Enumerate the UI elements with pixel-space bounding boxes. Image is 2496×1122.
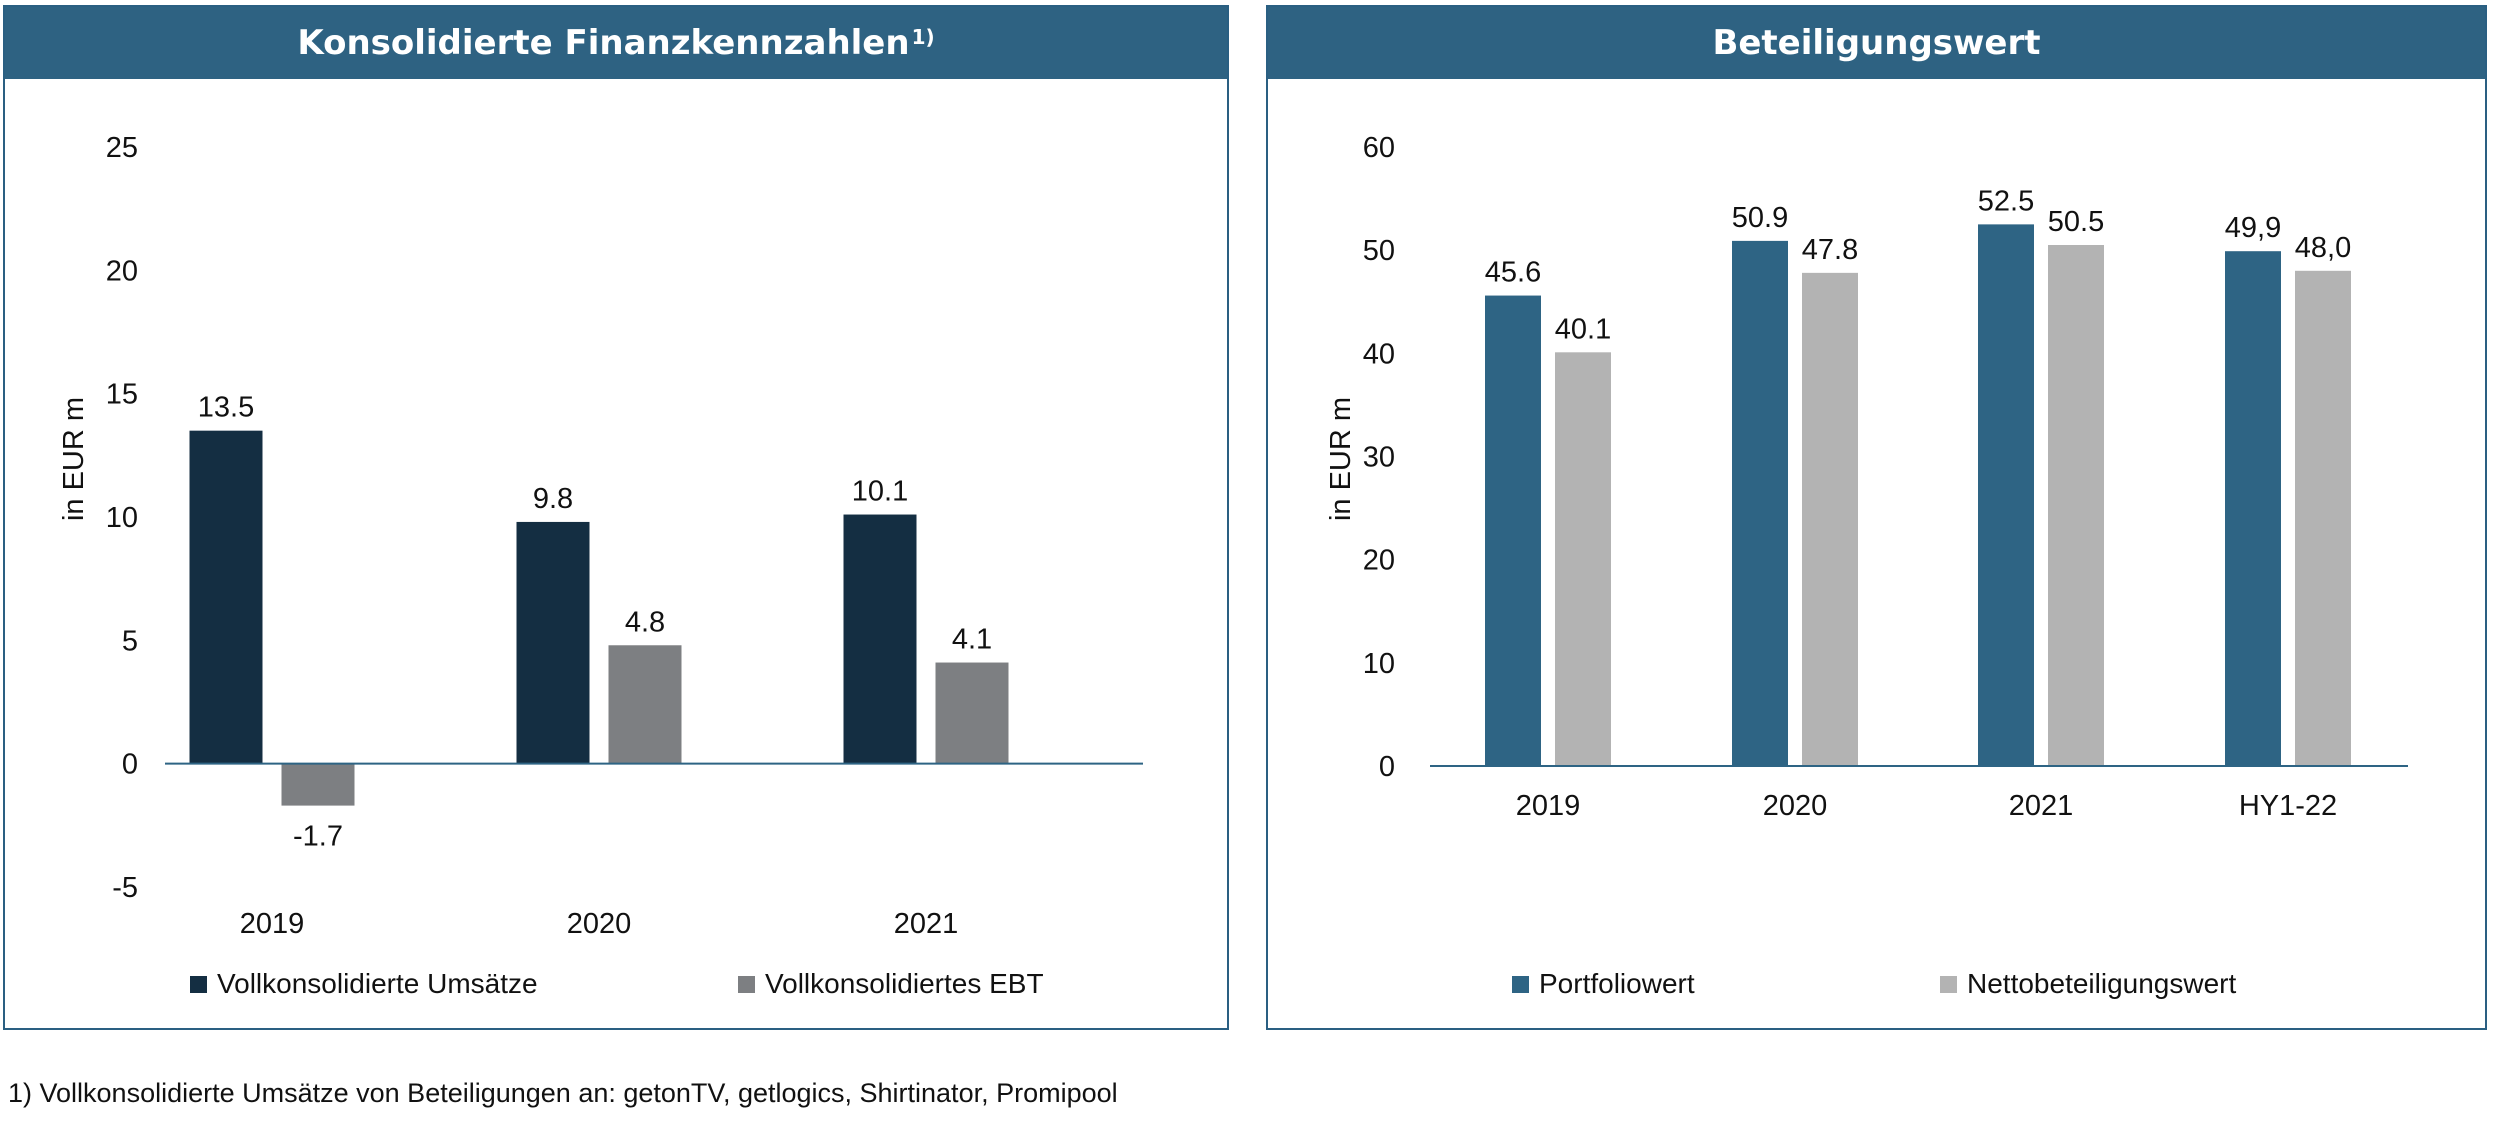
category-label: 2021 [894, 908, 959, 940]
footnote-reference: 1) [911, 25, 935, 49]
data-label: -1.7 [293, 821, 343, 853]
category-label: 2019 [240, 908, 305, 940]
bar [2225, 251, 2281, 766]
legend-swatch [1940, 975, 1957, 993]
y-tick-label: 50 [1363, 235, 1395, 267]
y-tick-label: 20 [106, 255, 138, 287]
category-label: 2019 [1516, 790, 1581, 822]
bar [281, 763, 355, 806]
y-tick-label: 20 [1363, 545, 1395, 577]
category-label: 2020 [567, 908, 632, 940]
bar [608, 645, 682, 764]
y-tick-label: 0 [122, 749, 138, 781]
y-tick-label: 10 [106, 502, 138, 534]
data-label: 9.8 [533, 483, 573, 515]
bar [516, 521, 590, 764]
bar [935, 662, 1009, 764]
data-label: 50.5 [2048, 206, 2104, 238]
legend-swatch [1512, 975, 1529, 993]
bar [1802, 272, 1858, 766]
y-tick-label: 10 [1363, 648, 1395, 680]
legend-label: Nettobeteiligungswert [1967, 968, 2237, 999]
y-tick-label: 40 [1363, 338, 1395, 370]
holdings-bar-chart: 0 10 20 30 40 50 60 in EUR m 45.6 50.9 52.5 49,9 40.… [1325, 132, 2408, 822]
data-label: 52.5 [1978, 185, 2034, 217]
bar [1555, 352, 1611, 766]
y-tick-label: -5 [112, 872, 138, 904]
data-label: 13.5 [198, 392, 254, 424]
data-label: 10.1 [852, 476, 908, 508]
data-label: 45.6 [1485, 257, 1541, 289]
legend-swatch [190, 975, 207, 993]
y-axis-label: in EUR m [1325, 397, 1357, 521]
legend-item-net-holdings-value: Nettobeteiligungswert [1940, 968, 2236, 1000]
bar [1732, 240, 1788, 767]
y-tick-label: 15 [106, 379, 138, 411]
category-label: 2020 [1763, 790, 1828, 822]
panel-header: Beteiligungswert [1268, 7, 2485, 79]
panel-header: Konsolidierte Finanzkennzahlen 1) [5, 7, 1227, 79]
bar [1485, 295, 1541, 766]
legend-swatch [738, 975, 755, 993]
legend-item-portfolio-value: Portfoliowert [1512, 968, 1695, 1000]
data-label: 48,0 [2295, 232, 2351, 264]
data-label: 4.1 [952, 624, 992, 656]
panel-title: Konsolidierte Finanzkennzahlen [297, 23, 910, 63]
bar [1978, 224, 2034, 766]
legend-item-ebt: Vollkonsolidiertes EBT [738, 968, 1044, 1000]
data-label: 4.8 [625, 606, 665, 638]
bar [2295, 270, 2351, 766]
y-tick-label: 25 [106, 132, 138, 164]
y-tick-label: 60 [1363, 132, 1395, 164]
bar [2048, 245, 2104, 767]
footnote: 1) Vollkonsolidierte Umsätze von Beteili… [8, 1078, 1118, 1108]
category-label: HY1-22 [2239, 790, 2337, 822]
legend-label: Vollkonsolidierte Umsätze [217, 968, 538, 999]
bar [189, 430, 263, 764]
legend-label: Vollkonsolidiertes EBT [765, 968, 1044, 999]
holdings-value-panel: Beteiligungswert 0 10 20 30 40 50 60 in EUR m 45… [1266, 5, 2487, 1030]
data-label: 47.8 [1802, 234, 1858, 266]
data-label: 50.9 [1732, 202, 1788, 234]
y-tick-label: 5 [122, 625, 138, 657]
bar [843, 514, 917, 764]
y-tick-label: 0 [1379, 751, 1395, 783]
y-tick-label: 30 [1363, 442, 1395, 474]
category-label: 2021 [2009, 790, 2074, 822]
financials-bar-chart: -5 0 5 10 15 20 25 in EUR m 13.5 9.8 10.1 -1.7 4.8 4.… [58, 132, 1143, 940]
y-axis-label: in EUR m [58, 397, 90, 521]
legend-item-revenue: Vollkonsolidierte Umsätze [190, 968, 538, 1000]
panel-title: Beteiligungswert [1712, 23, 2041, 63]
financials-panel: Konsolidierte Finanzkennzahlen 1) -5 0 5 10 1… [3, 5, 1229, 1030]
data-label: 40.1 [1555, 313, 1611, 345]
legend-label: Portfoliowert [1539, 968, 1695, 999]
data-label: 49,9 [2225, 212, 2281, 244]
